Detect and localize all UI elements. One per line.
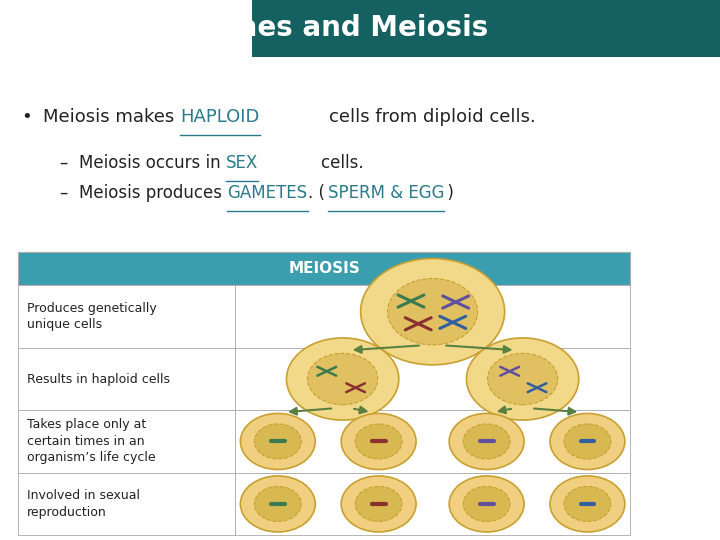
Text: cells from diploid cells.: cells from diploid cells. <box>260 108 536 126</box>
Text: SPERM & EGG: SPERM & EGG <box>328 184 444 202</box>
Ellipse shape <box>355 424 402 459</box>
Ellipse shape <box>487 353 558 404</box>
Ellipse shape <box>240 476 315 532</box>
Ellipse shape <box>287 338 399 420</box>
Ellipse shape <box>254 424 301 459</box>
Text: MEIOSIS: MEIOSIS <box>288 261 360 276</box>
Text: GAMETES: GAMETES <box>228 184 307 202</box>
Ellipse shape <box>449 476 524 532</box>
FancyBboxPatch shape <box>18 252 630 285</box>
FancyBboxPatch shape <box>235 348 630 410</box>
Ellipse shape <box>463 487 510 522</box>
FancyBboxPatch shape <box>252 0 720 57</box>
Text: –: – <box>59 184 68 202</box>
Ellipse shape <box>341 414 416 469</box>
Text: . (: . ( <box>307 184 328 202</box>
FancyBboxPatch shape <box>18 472 235 535</box>
Ellipse shape <box>307 353 378 404</box>
FancyBboxPatch shape <box>18 285 235 348</box>
Text: –: – <box>59 154 68 172</box>
Text: cells.: cells. <box>258 154 364 172</box>
Text: ): ) <box>444 184 454 202</box>
Text: Produces genetically
unique cells: Produces genetically unique cells <box>27 302 156 331</box>
Ellipse shape <box>550 476 625 532</box>
Ellipse shape <box>361 259 505 365</box>
Ellipse shape <box>341 476 416 532</box>
Ellipse shape <box>355 487 402 522</box>
Ellipse shape <box>564 424 611 459</box>
Text: Meiosis produces: Meiosis produces <box>79 184 228 202</box>
Ellipse shape <box>240 414 315 469</box>
FancyBboxPatch shape <box>18 348 235 410</box>
Text: SEX: SEX <box>226 154 258 172</box>
Text: HAPLOID: HAPLOID <box>180 108 260 126</box>
Text: Meiosis occurs in: Meiosis occurs in <box>79 154 226 172</box>
Ellipse shape <box>254 487 301 522</box>
FancyBboxPatch shape <box>235 285 630 348</box>
Text: Results in haploid cells: Results in haploid cells <box>27 373 170 386</box>
Ellipse shape <box>449 414 524 469</box>
Text: Involved in sexual
reproduction: Involved in sexual reproduction <box>27 489 140 519</box>
Text: Takes place only at
certain times in an
organism’s life cycle: Takes place only at certain times in an … <box>27 418 156 464</box>
Text: 6.1 Chromosomes and Meiosis: 6.1 Chromosomes and Meiosis <box>13 15 488 42</box>
Ellipse shape <box>467 338 579 420</box>
Text: •: • <box>22 108 32 126</box>
Ellipse shape <box>564 487 611 522</box>
FancyBboxPatch shape <box>18 410 235 472</box>
FancyBboxPatch shape <box>235 472 630 535</box>
FancyBboxPatch shape <box>235 410 630 472</box>
Text: Meiosis makes: Meiosis makes <box>43 108 180 126</box>
Ellipse shape <box>463 424 510 459</box>
Ellipse shape <box>387 279 477 345</box>
Ellipse shape <box>550 414 625 469</box>
